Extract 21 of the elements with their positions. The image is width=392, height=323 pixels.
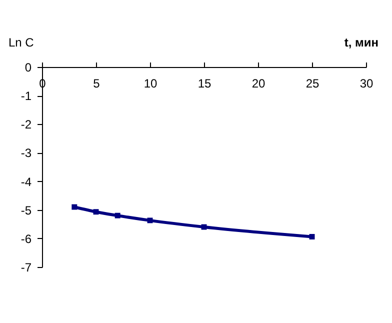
y-axis-title: Ln C <box>8 36 34 50</box>
x-tick-label: 25 <box>306 76 320 90</box>
y-tick-label: -3 <box>20 146 32 160</box>
point <box>72 204 78 210</box>
y-tick-label: -2 <box>20 118 32 132</box>
y-tick-label: -1 <box>20 89 32 104</box>
point <box>309 234 315 240</box>
y-tick-label: -5 <box>20 203 32 218</box>
y-tick-label: -4 <box>20 174 32 189</box>
x-axis-title: t, мин <box>344 36 378 50</box>
y-tick-label: -7 <box>20 260 32 274</box>
x-tick-label: 10 <box>144 76 158 90</box>
point <box>147 218 153 224</box>
y-tick-label: -6 <box>20 232 32 246</box>
x-tick-label: 5 <box>93 76 100 90</box>
y-tick-label: 0 <box>24 60 32 74</box>
x-tick-label: 15 <box>198 76 212 90</box>
point <box>93 209 99 215</box>
x-tick-label: 30 <box>360 76 374 90</box>
x-tick-label: 20 <box>252 76 266 90</box>
point <box>114 212 120 218</box>
